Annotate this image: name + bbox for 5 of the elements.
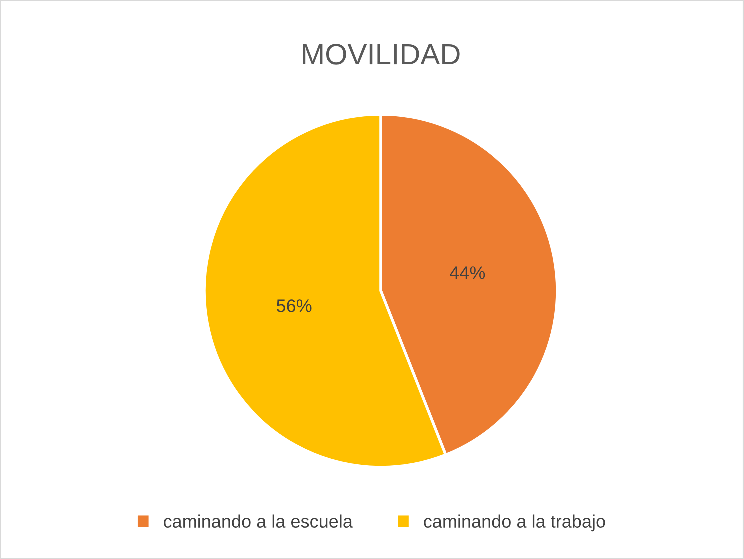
chart-title: MOVILIDAD	[303, 44, 460, 65]
legend-label: caminando a la escuela	[164, 514, 353, 528]
legend-label: caminando a la trabajo	[424, 514, 606, 532]
data-label: 56%	[276, 300, 312, 312]
data-label: 44%	[450, 266, 486, 280]
